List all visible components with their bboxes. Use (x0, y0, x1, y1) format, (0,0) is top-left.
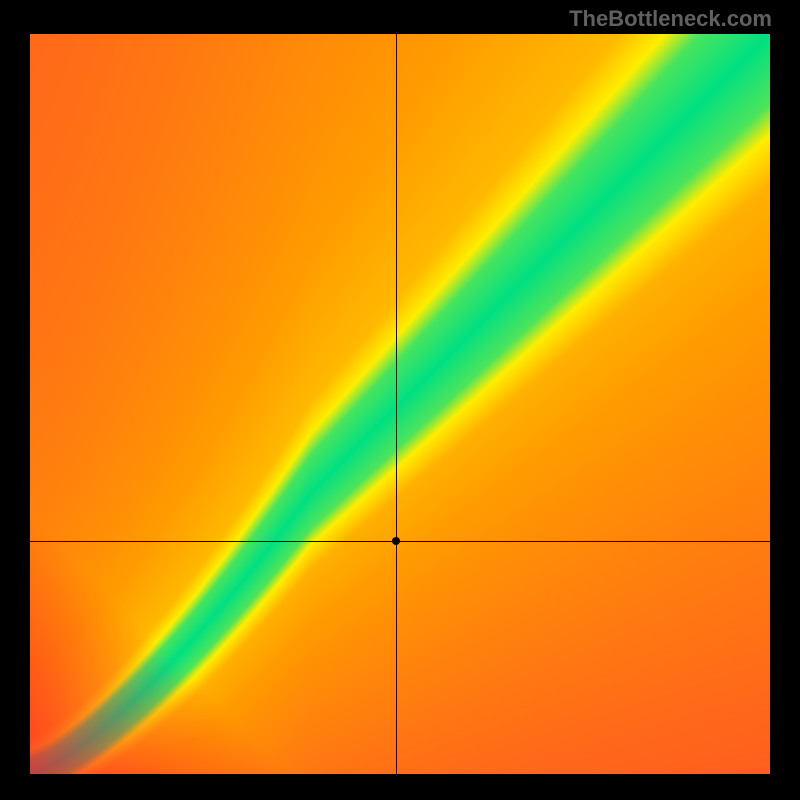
marker-dot (392, 537, 400, 545)
chart-container: TheBottleneck.com (0, 0, 800, 800)
crosshair-vertical (396, 34, 397, 774)
plot-area (30, 34, 770, 774)
watermark-text: TheBottleneck.com (569, 6, 772, 32)
heatmap-canvas (30, 34, 770, 774)
